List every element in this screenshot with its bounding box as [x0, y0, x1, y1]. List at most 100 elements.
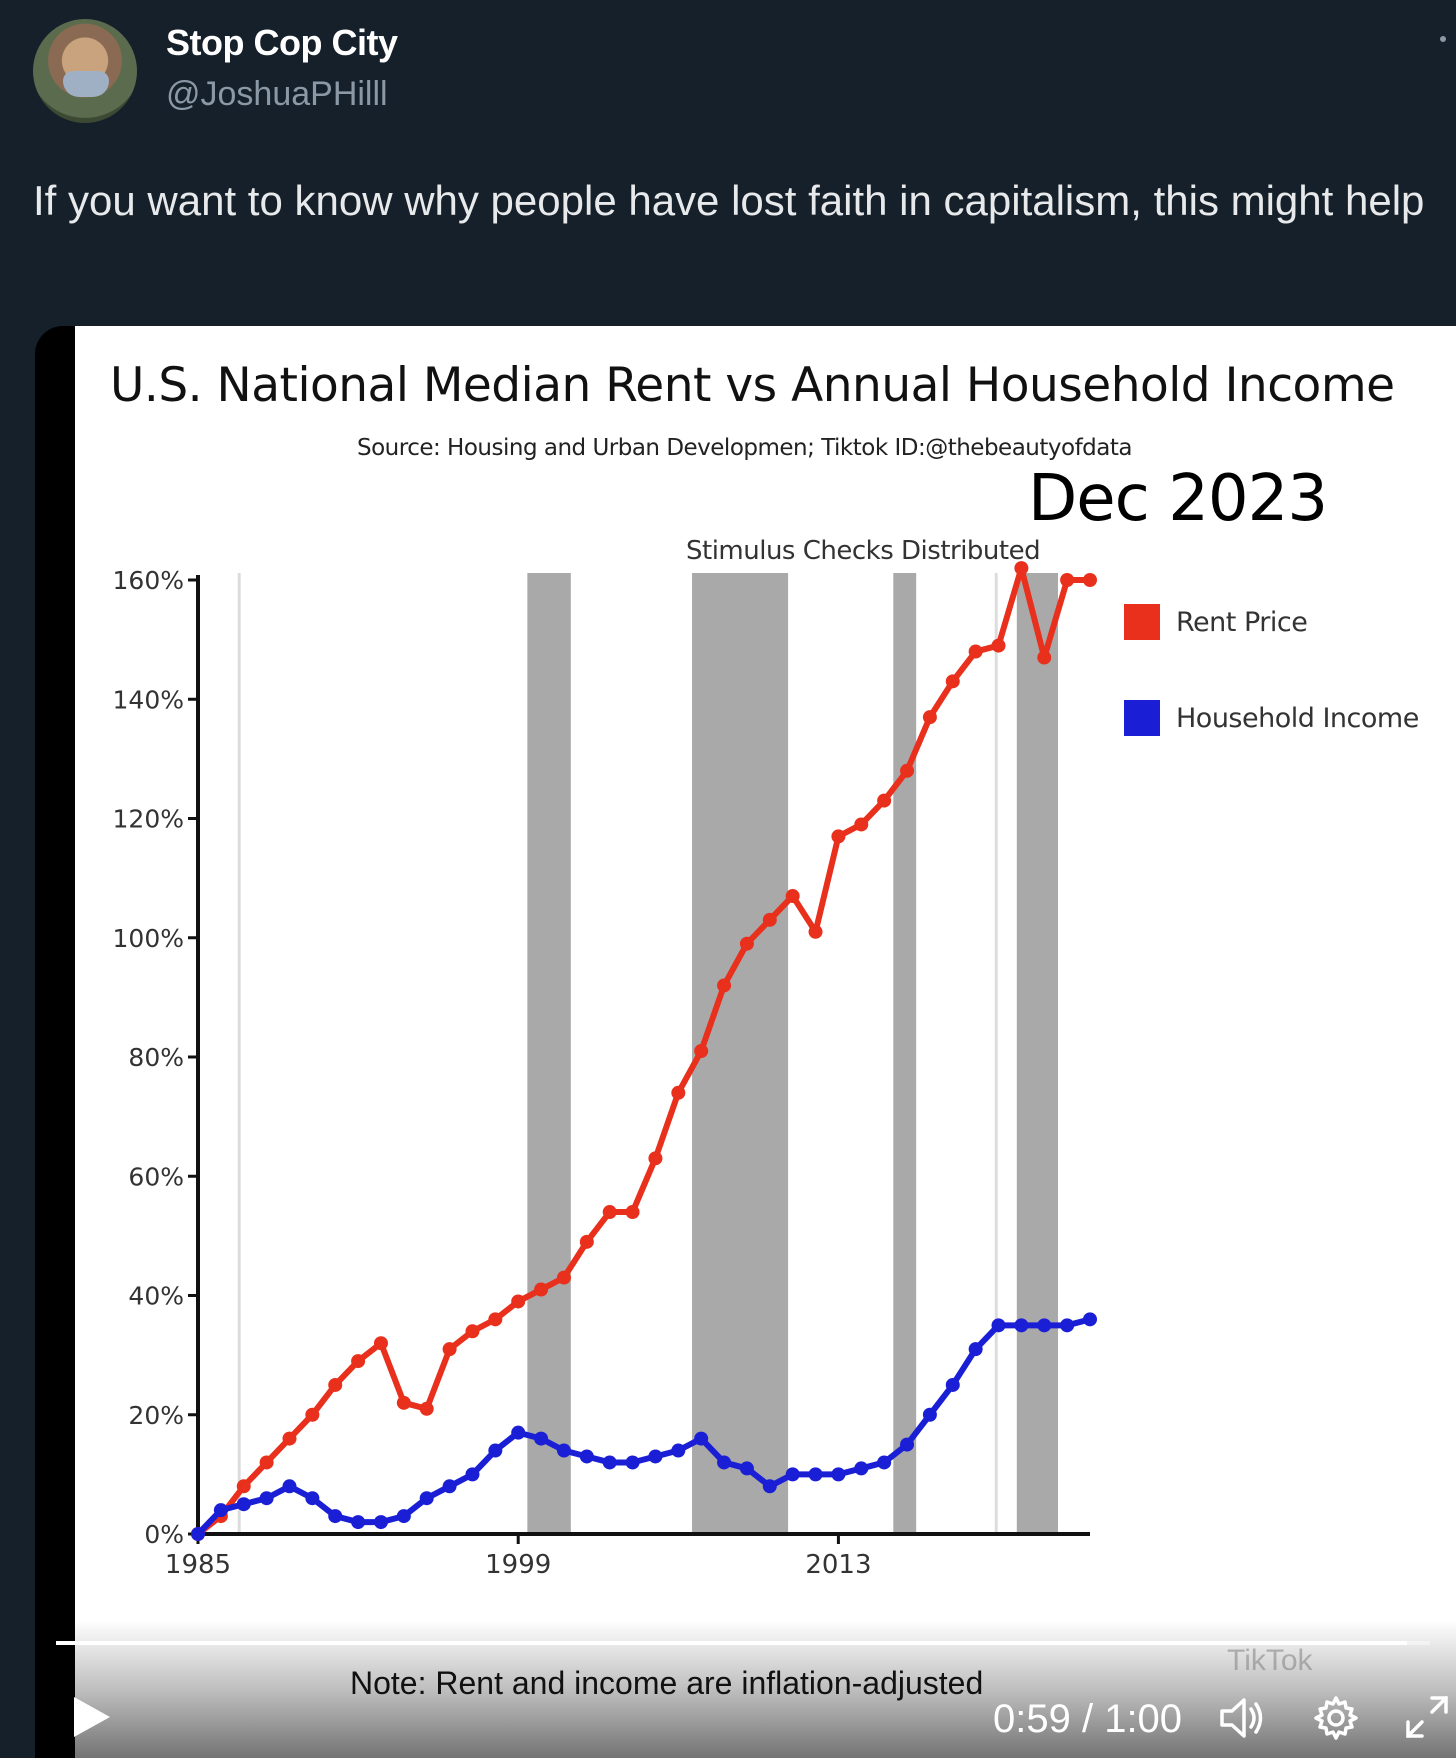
rent-point	[236, 1479, 251, 1494]
income-point	[282, 1479, 297, 1494]
legend-label-rent: Rent Price	[1176, 606, 1308, 638]
income-point	[922, 1407, 937, 1422]
volume-icon[interactable]	[1218, 1695, 1266, 1741]
rent-point	[1060, 573, 1075, 587]
y-tick-label: 20%	[128, 1401, 184, 1430]
date-label: Dec 2023	[1028, 462, 1328, 536]
rent-point	[1037, 650, 1052, 665]
rent-point	[556, 1270, 571, 1285]
y-tick-label: 100%	[113, 924, 184, 953]
rent-point	[1083, 573, 1097, 587]
chart-source: Source: Housing and Urban Developmen; Ti…	[357, 435, 1132, 461]
rent-point	[968, 644, 983, 659]
rent-point	[922, 710, 937, 725]
rent-point	[1014, 561, 1029, 576]
rent-point	[534, 1282, 549, 1297]
income-point	[785, 1467, 800, 1482]
y-tick-label: 0%	[144, 1520, 184, 1549]
chart-note: Note: Rent and income are inflation-adju…	[350, 1665, 984, 1701]
rent-point	[282, 1431, 297, 1446]
income-point	[351, 1515, 366, 1530]
income-point	[419, 1491, 434, 1506]
income-point	[236, 1497, 251, 1512]
rent-point	[396, 1395, 411, 1410]
settings-gear-icon[interactable]	[1312, 1694, 1360, 1742]
legend-swatch-income	[1124, 700, 1160, 736]
rent-point	[465, 1324, 480, 1339]
income-point	[534, 1431, 549, 1446]
income-point	[762, 1479, 777, 1494]
income-point	[213, 1503, 228, 1518]
income-point	[1083, 1312, 1097, 1327]
shaded-period-2	[893, 573, 917, 1534]
more-options-icon[interactable]	[1440, 36, 1446, 42]
rent-point	[900, 763, 915, 778]
income-point	[191, 1527, 205, 1541]
x-tick-label: 1999	[485, 1550, 551, 1580]
y-tick-label: 120%	[113, 805, 184, 834]
y-tick-label: 140%	[113, 685, 184, 714]
user-handle[interactable]: @JoshuaPHilll	[166, 75, 388, 113]
progress-fill	[56, 1641, 1407, 1645]
rent-point	[831, 829, 846, 844]
rent-point	[648, 1151, 663, 1166]
income-point	[511, 1425, 526, 1440]
income-point	[373, 1515, 388, 1530]
rent-point	[442, 1342, 457, 1357]
legend-swatch-rent	[1124, 604, 1160, 640]
x-tick-label: 2013	[805, 1550, 871, 1580]
time-display: 0:59 / 1:00	[993, 1697, 1183, 1741]
income-point	[991, 1318, 1006, 1333]
tweet-text: If you want to know why people have lost…	[33, 177, 1425, 224]
legend-item-income: Household Income	[1124, 700, 1419, 736]
rent-point	[602, 1205, 617, 1220]
y-tick-label: 40%	[128, 1282, 184, 1311]
income-point	[488, 1443, 503, 1458]
shaded-period-1	[692, 573, 789, 1534]
income-point	[854, 1461, 869, 1476]
shaded-period-0	[527, 573, 571, 1534]
income-point	[556, 1443, 571, 1458]
rent-point	[762, 912, 777, 927]
x-tick-label: 1985	[165, 1550, 231, 1580]
rent-point	[328, 1377, 343, 1392]
progress-bar[interactable]	[56, 1641, 1430, 1645]
y-tick-label: 60%	[128, 1162, 184, 1191]
income-point	[945, 1377, 960, 1392]
income-point	[648, 1449, 663, 1464]
income-point	[465, 1467, 480, 1482]
income-point	[808, 1467, 823, 1482]
fullscreen-icon[interactable]	[1404, 1694, 1450, 1740]
legend-label-income: Household Income	[1176, 702, 1419, 734]
rent-point	[579, 1234, 594, 1249]
rent-point	[945, 674, 960, 689]
rent-point	[511, 1294, 526, 1309]
avatar[interactable]	[33, 19, 137, 123]
income-point	[396, 1509, 411, 1524]
income-point	[831, 1467, 846, 1482]
y-tick-label: 160%	[113, 566, 184, 595]
income-point	[968, 1342, 983, 1357]
series-line-income	[195, 1316, 1091, 1537]
rent-point	[305, 1407, 320, 1422]
rent-point	[625, 1205, 640, 1220]
display-name[interactable]: Stop Cop City	[166, 22, 398, 63]
rent-point	[373, 1336, 388, 1351]
rent-point	[877, 793, 892, 808]
rent-point	[854, 817, 869, 832]
play-icon[interactable]	[74, 1697, 110, 1737]
income-point	[305, 1491, 320, 1506]
income-point	[625, 1455, 640, 1470]
rent-point	[351, 1354, 366, 1369]
income-point	[739, 1461, 754, 1476]
series-line-rent	[196, 565, 1090, 1537]
income-point	[1014, 1318, 1029, 1333]
rent-point	[785, 889, 800, 904]
rent-point	[717, 978, 732, 993]
rent-point	[808, 924, 823, 939]
rent-point	[259, 1455, 274, 1470]
income-point	[259, 1491, 274, 1506]
shaded-period-3	[1016, 573, 1058, 1534]
income-point	[717, 1455, 732, 1470]
